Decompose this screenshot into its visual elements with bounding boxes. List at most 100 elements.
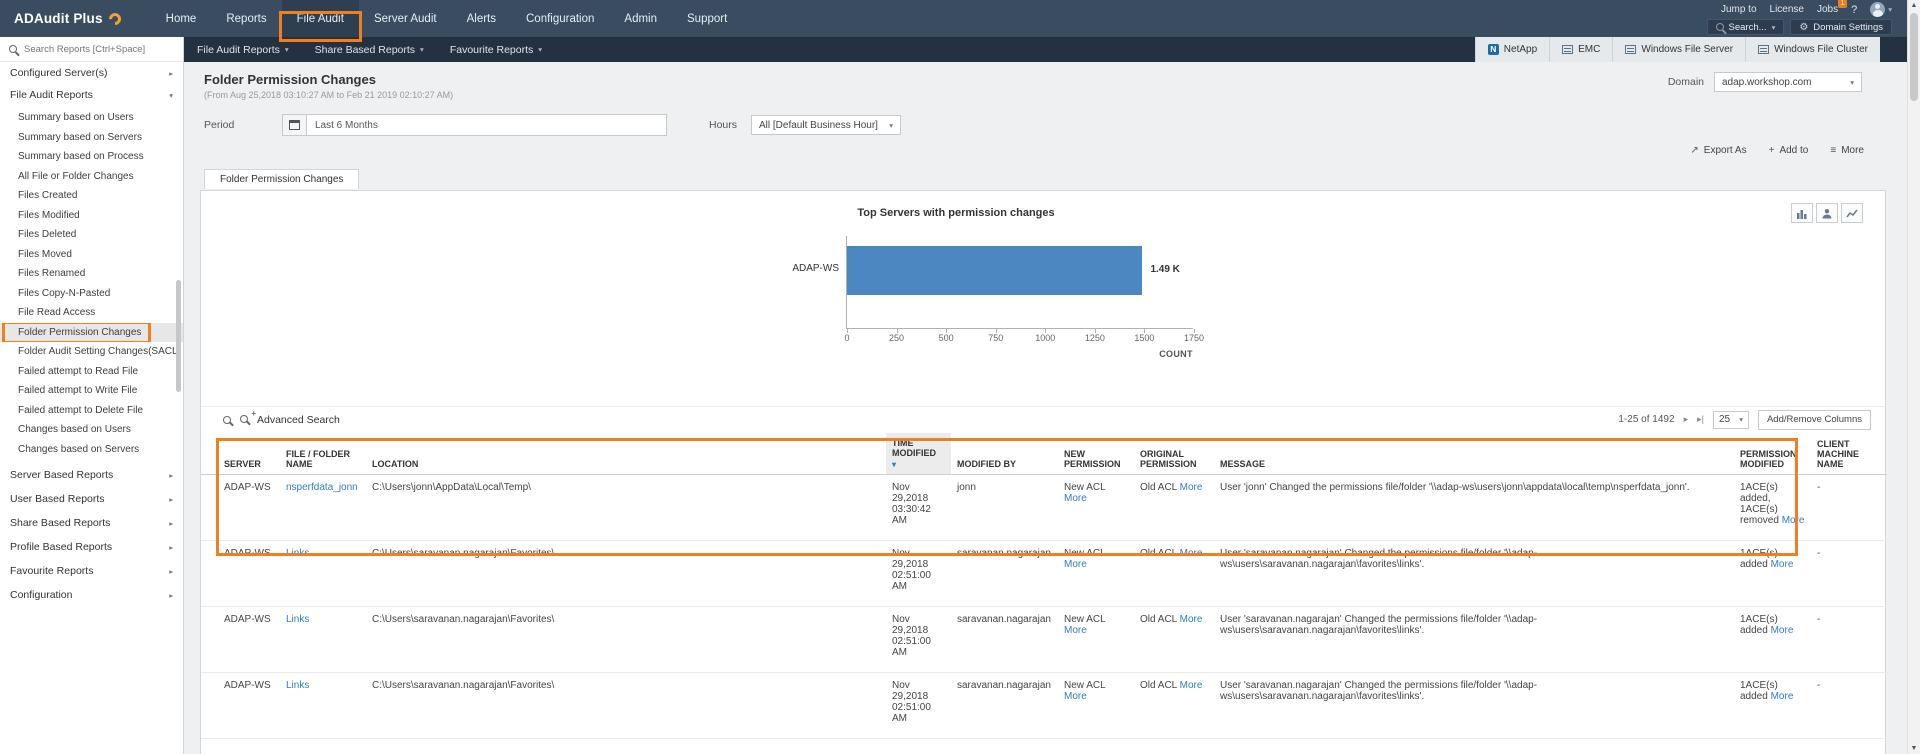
table-row-2[interactable]: ADAP-WS Links C:\Users\saravanan.nagaraj… [201,540,1887,607]
export-as-button[interactable]: ↗ Export As [1690,145,1746,156]
file-name-link[interactable]: Links [286,680,310,691]
col-modified-by[interactable]: MODIFIED BY [951,433,1058,475]
sidebar-item-files-renamed[interactable]: Files Renamed [18,268,86,279]
calendar-button[interactable] [282,114,307,136]
sidebar-item-all-file-folder-changes[interactable]: All File or Folder Changes [18,170,134,182]
col-client-machine-name[interactable]: CLIENT MACHINE NAME [1811,433,1887,475]
sidebar-item-failed-read[interactable]: Failed attempt to Read File [18,365,139,377]
report-search-input[interactable] [24,43,174,55]
table-row-4[interactable]: ADAP-WS Links C:\Users\saravanan.nagaraj… [201,672,1887,739]
sidebar-section-profile-based-reports[interactable]: Profile Based Reports ▸ [0,535,183,559]
table-row-1[interactable]: ADAP-WS nsperfdata_jonn C:\Users\jonn\Ap… [201,474,1887,541]
nav-reports[interactable]: Reports [211,0,281,37]
sidebar-section-server-based-reports[interactable]: Server Based Reports ▸ [0,463,183,487]
sidebar-item-files-deleted[interactable]: Files Deleted [18,229,77,240]
file-name-link[interactable]: nsperfdata_jonn [286,482,358,493]
bar-adap-ws[interactable] [847,246,1143,295]
sidebar-item-file-read-access[interactable]: File Read Access [18,307,96,318]
nav-admin[interactable]: Admin [609,0,672,37]
tab-emc[interactable]: EMC [1549,37,1613,62]
jump-to-link[interactable]: Jump to [1720,4,1757,15]
sidebar-section-favourite-reports[interactable]: Favourite Reports ▸ [0,559,183,583]
advanced-search[interactable]: + Advanced Search [223,409,340,426]
help-link[interactable]: ? [1851,3,1858,16]
nav-server-audit[interactable]: Server Audit [359,0,452,37]
nav-configuration[interactable]: Configuration [511,0,609,37]
period-input[interactable] [307,114,667,136]
nav-home[interactable]: Home [151,0,212,37]
sidebar-item-failed-write[interactable]: Failed attempt to Write File [18,385,138,396]
sidebar-item-folder-permission-changes[interactable]: Folder Permission Changes [0,322,183,342]
sidebar-item-changes-users[interactable]: Changes based on Users [18,424,131,435]
sidebar-item-summary-users[interactable]: Summary based on Users [18,112,134,123]
more-button[interactable]: ≡ More [1830,145,1864,156]
domain-settings-button[interactable]: ⚙ Domain Settings [1790,19,1892,35]
nav-alerts[interactable]: Alerts [452,0,511,37]
sidebar-item-files-copy-n-pasted[interactable]: Files Copy-N-Pasted [18,287,111,299]
permission-modified-more-link[interactable]: More [1781,515,1805,526]
original-permission-more-link[interactable]: More [1179,482,1203,493]
sidebar-scrollbar-thumb[interactable] [176,280,181,392]
permission-modified-more-link[interactable]: More [1770,691,1794,702]
col-message[interactable]: MESSAGE [1214,433,1734,475]
new-permission-more-link[interactable]: More [1064,691,1087,702]
scroll-down-arrow-icon[interactable]: ▼ [1910,745,1918,752]
scroll-up-arrow-icon[interactable]: ▲ [1910,2,1918,9]
sidebar-item-files-modified[interactable]: Files Modified [18,209,80,221]
file-audit-reports-menu[interactable]: File Audit Reports ▾ [184,37,302,62]
original-permission-more-link[interactable]: More [1179,680,1203,691]
new-permission-more-link[interactable]: More [1064,493,1087,504]
col-new-permission[interactable]: NEW PERMISSION [1058,433,1134,475]
sidebar-item-configured-servers[interactable]: Configured Server(s) ▸ [0,62,183,84]
hours-dropdown[interactable]: All [Default Business Hour] ▾ [751,115,902,135]
share-based-reports-menu[interactable]: Share Based Reports ▾ [302,37,437,62]
sidebar-section-configuration[interactable]: Configuration ▸ [0,583,183,607]
add-remove-columns-button[interactable]: Add/Remove Columns [1757,409,1871,430]
global-search-button[interactable]: Search... ▾ [1706,19,1785,35]
tab-windows-file-cluster[interactable]: Windows File Cluster [1745,37,1880,62]
license-link[interactable]: License [1769,4,1804,15]
col-original-permission[interactable]: ORIGINAL PERMISSION [1134,433,1214,475]
sidebar-item-failed-delete[interactable]: Failed attempt to Delete File [18,404,144,416]
sidebar-item-files-created[interactable]: Files Created [18,190,78,201]
file-name-link[interactable]: Links [286,548,310,559]
line-chart-view-button[interactable] [1841,203,1863,223]
sidebar-item-summary-process[interactable]: Summary based on Process [18,151,144,162]
sidebar-section-share-based-reports[interactable]: Share Based Reports ▸ [0,511,183,535]
tab-netapp[interactable]: N NetApp [1474,37,1550,62]
sidebar-item-summary-servers[interactable]: Summary based on Servers [18,131,142,143]
domain-dropdown[interactable]: adap.workshop.com ▾ [1714,72,1862,92]
tab-windows-file-server[interactable]: Windows File Server [1612,37,1746,62]
sidebar-item-folder-audit-setting-changes[interactable]: Folder Audit Setting Changes(SACL) [18,346,181,357]
col-time-modified[interactable]: TIME MODIFIED ▾ [886,433,951,475]
sidebar-item-changes-servers[interactable]: Changes based on Servers [18,443,140,455]
bar-chart-view-button[interactable] [1791,203,1813,223]
jobs-link[interactable]: Jobs 1 [1817,0,1848,15]
original-permission-more-link[interactable]: More [1179,614,1203,625]
nav-file-audit[interactable]: File Audit [278,0,362,42]
tab-folder-permission-changes[interactable]: Folder Permission Changes [204,169,360,189]
sidebar-item-files-moved[interactable]: Files Moved [18,248,72,260]
last-page-button[interactable]: ▸| [1697,414,1704,424]
sidebar-section-user-based-reports[interactable]: User Based Reports ▸ [0,487,183,511]
next-page-button[interactable]: ▸ [1683,414,1689,424]
file-name-link[interactable]: Links [286,614,310,625]
page-size-dropdown[interactable]: 25 ▾ [1712,410,1749,429]
col-location[interactable]: LOCATION [366,433,886,475]
favourite-reports-menu[interactable]: Favourite Reports ▾ [437,37,555,62]
permission-modified-more-link[interactable]: More [1770,559,1794,570]
col-permission-modified[interactable]: PERMISSION MODIFIED [1734,433,1811,475]
user-menu[interactable]: ▾ [1870,2,1892,17]
col-server[interactable]: SERVER [201,433,280,475]
nav-support[interactable]: Support [672,0,742,37]
new-permission-more-link[interactable]: More [1064,625,1087,636]
sidebar-section-file-audit-reports[interactable]: File Audit Reports ▾ [0,84,183,106]
permission-modified-more-link[interactable]: More [1770,625,1794,636]
add-to-button[interactable]: + Add to [1769,145,1809,156]
col-file-folder-name[interactable]: FILE / FOLDER NAME [280,433,366,475]
page-scrollbar[interactable]: ▲ ▼ [1907,0,1920,754]
original-permission-more-link[interactable]: More [1179,548,1203,559]
user-view-button[interactable] [1816,203,1838,223]
table-row-3[interactable]: ADAP-WS Links C:\Users\saravanan.nagaraj… [201,606,1887,673]
scrollbar-thumb[interactable] [1910,13,1918,101]
